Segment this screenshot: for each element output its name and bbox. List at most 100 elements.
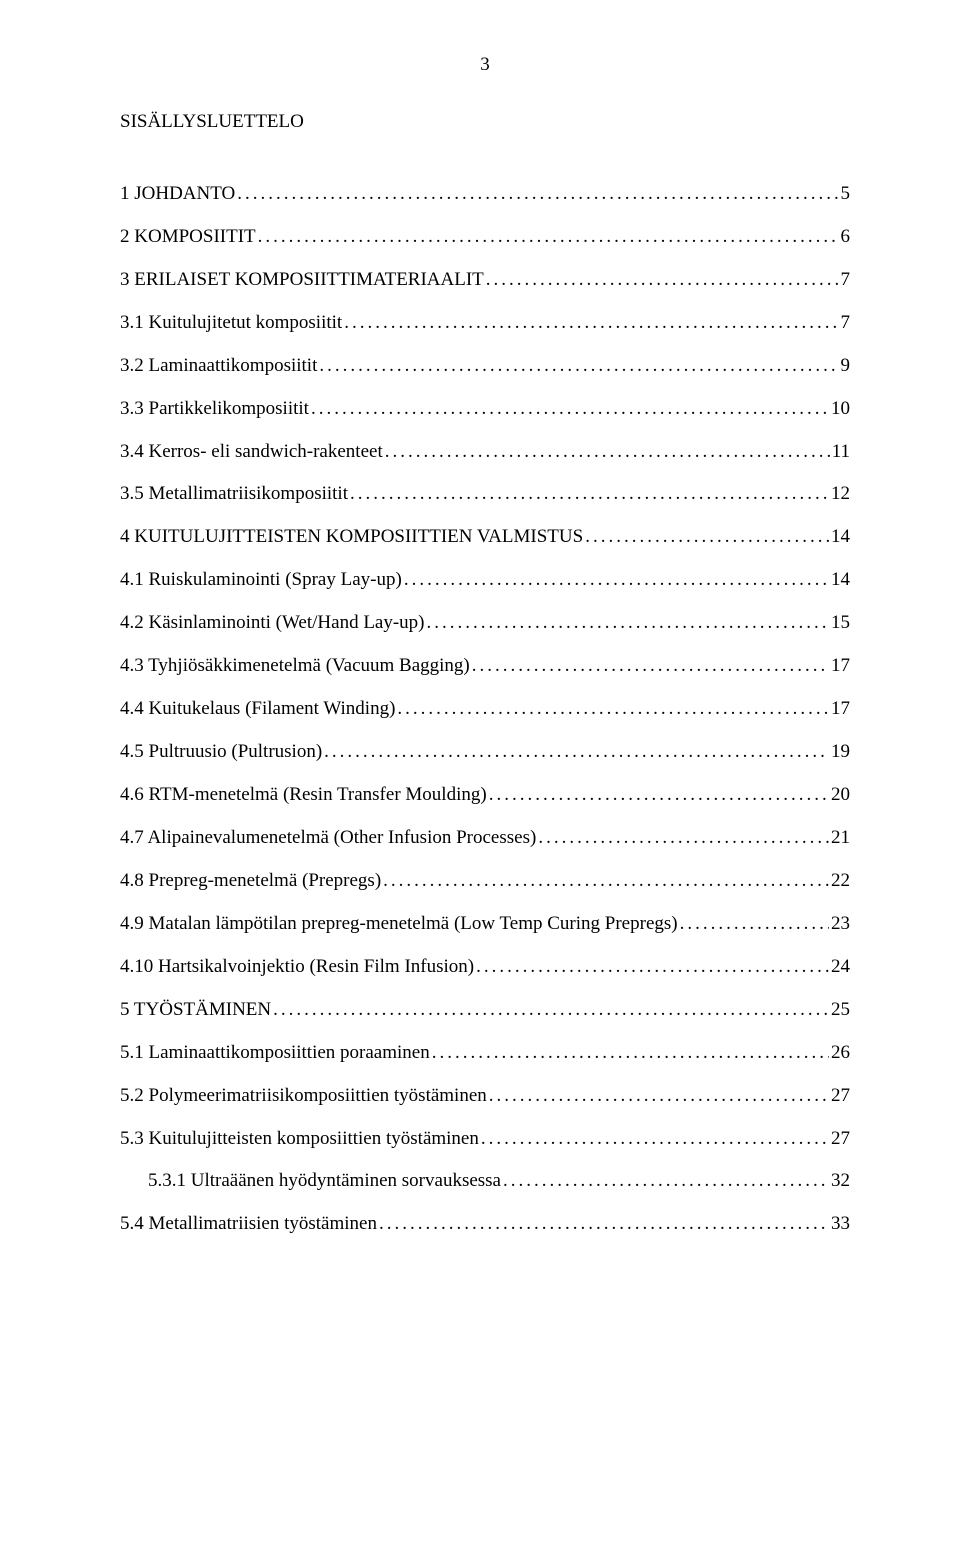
toc-leader	[324, 737, 829, 766]
toc-entry-label: 4.7 Alipainevalumenetelmä (Other Infusio…	[120, 823, 536, 852]
toc-entry: 4.4 Kuitukelaus (Filament Winding) 17	[120, 694, 850, 723]
toc-leader	[489, 780, 829, 809]
toc-entry-page: 32	[831, 1166, 850, 1195]
toc-entry: 3.1 Kuitulujitetut komposiitit 7	[120, 308, 850, 337]
page-number: 3	[120, 50, 850, 79]
toc-entry-label: 5.3.1 Ultraäänen hyödyntäminen sorvaukse…	[148, 1166, 501, 1195]
toc-entry: 4.9 Matalan lämpötilan prepreg-menetelmä…	[120, 909, 850, 938]
toc-entry: 4.7 Alipainevalumenetelmä (Other Infusio…	[120, 823, 850, 852]
toc-entry-page: 12	[831, 479, 850, 508]
toc-entry-label: 4.1 Ruiskulaminointi (Spray Lay-up)	[120, 565, 402, 594]
toc-entry: 1 JOHDANTO 5	[120, 179, 850, 208]
toc-entry-label: 4.3 Tyhjiösäkkimenetelmä (Vacuum Bagging…	[120, 651, 470, 680]
toc-entry: 2 KOMPOSIITIT 6	[120, 222, 850, 251]
toc-leader	[476, 952, 829, 981]
toc-entry-page: 33	[831, 1209, 850, 1238]
toc-leader	[258, 222, 839, 251]
toc-leader	[503, 1166, 829, 1195]
toc-leader	[481, 1124, 829, 1153]
toc-entry-label: 3.3 Partikkelikomposiitit	[120, 394, 309, 423]
toc-entry: 4.3 Tyhjiösäkkimenetelmä (Vacuum Bagging…	[120, 651, 850, 680]
toc-leader	[311, 394, 829, 423]
toc-entry-page: 6	[841, 222, 851, 251]
toc-entry: 5.2 Polymeerimatriisikomposiittien työst…	[120, 1081, 850, 1110]
toc-leader	[472, 651, 829, 680]
toc-entry-page: 7	[841, 265, 851, 294]
toc-entry-page: 5	[841, 179, 851, 208]
toc-entry: 5.3.1 Ultraäänen hyödyntäminen sorvaukse…	[120, 1166, 850, 1195]
toc-entry-page: 24	[831, 952, 850, 981]
toc-entry-label: 2 KOMPOSIITIT	[120, 222, 256, 251]
toc-leader	[385, 437, 830, 466]
toc-entry-label: 5.3 Kuitulujitteisten komposiittien työs…	[120, 1124, 479, 1153]
toc-entry-label: 1 JOHDANTO	[120, 179, 235, 208]
toc-entry-label: 4.5 Pultruusio (Pultrusion)	[120, 737, 322, 766]
toc-entry-page: 14	[831, 565, 850, 594]
toc-entry-label: 5.1 Laminaattikomposiittien poraaminen	[120, 1038, 430, 1067]
toc-entry: 4.2 Käsinlaminointi (Wet/Hand Lay-up) 15	[120, 608, 850, 637]
toc-entry-label: 4.2 Käsinlaminointi (Wet/Hand Lay-up)	[120, 608, 425, 637]
toc-title: SISÄLLYSLUETTELO	[120, 107, 850, 136]
toc-leader	[404, 565, 829, 594]
toc-entry-page: 17	[831, 694, 850, 723]
toc-entry-page: 27	[831, 1081, 850, 1110]
toc-entry-page: 19	[831, 737, 850, 766]
toc-entry: 4.1 Ruiskulaminointi (Spray Lay-up) 14	[120, 565, 850, 594]
toc-entry-page: 22	[831, 866, 850, 895]
toc-leader	[237, 179, 838, 208]
toc-entry-label: 4.4 Kuitukelaus (Filament Winding)	[120, 694, 395, 723]
toc-entry-label: 3.2 Laminaattikomposiitit	[120, 351, 317, 380]
toc-leader	[344, 308, 838, 337]
toc-entry-page: 7	[841, 308, 851, 337]
table-of-contents: 1 JOHDANTO 5 2 KOMPOSIITIT 6 3 ERILAISET KOM…	[120, 179, 850, 1239]
toc-entry-page: 26	[831, 1038, 850, 1067]
toc-entry: 4.5 Pultruusio (Pultrusion) 19	[120, 737, 850, 766]
toc-entry: 5.3 Kuitulujitteisten komposiittien työs…	[120, 1124, 850, 1153]
toc-entry-page: 23	[831, 909, 850, 938]
toc-leader	[397, 694, 829, 723]
toc-entry-page: 20	[831, 780, 850, 809]
toc-entry: 5.4 Metallimatriisien työstäminen 33	[120, 1209, 850, 1238]
toc-leader	[489, 1081, 829, 1110]
toc-entry-label: 4.9 Matalan lämpötilan prepreg-menetelmä…	[120, 909, 678, 938]
toc-entry: 4 KUITULUJITTEISTEN KOMPOSIITTIEN VALMIS…	[120, 522, 850, 551]
toc-entry-page: 10	[831, 394, 850, 423]
toc-leader	[680, 909, 829, 938]
toc-leader	[432, 1038, 829, 1067]
toc-entry-label: 5.2 Polymeerimatriisikomposiittien työst…	[120, 1081, 487, 1110]
toc-entry: 3.2 Laminaattikomposiitit 9	[120, 351, 850, 380]
toc-entry-label: 3.5 Metallimatriisikomposiitit	[120, 479, 348, 508]
toc-leader	[379, 1209, 829, 1238]
toc-leader	[273, 995, 829, 1024]
toc-entry-label: 4 KUITULUJITTEISTEN KOMPOSIITTIEN VALMIS…	[120, 522, 583, 551]
toc-entry: 5 TYÖSTÄMINEN 25	[120, 995, 850, 1024]
toc-entry-label: 3.4 Kerros- eli sandwich-rakenteet	[120, 437, 383, 466]
toc-entry-label: 5.4 Metallimatriisien työstäminen	[120, 1209, 377, 1238]
toc-entry-page: 11	[832, 437, 850, 466]
toc-leader	[486, 265, 839, 294]
toc-entry-page: 25	[831, 995, 850, 1024]
toc-entry: 3 ERILAISET KOMPOSIITTIMATERIAALIT 7	[120, 265, 850, 294]
toc-entry: 4.8 Prepreg-menetelmä (Prepregs) 22	[120, 866, 850, 895]
toc-leader	[383, 866, 829, 895]
toc-entry: 4.6 RTM-menetelmä (Resin Transfer Mouldi…	[120, 780, 850, 809]
toc-entry-label: 3 ERILAISET KOMPOSIITTIMATERIAALIT	[120, 265, 484, 294]
toc-entry-label: 4.6 RTM-menetelmä (Resin Transfer Mouldi…	[120, 780, 487, 809]
toc-entry-label: 3.1 Kuitulujitetut komposiitit	[120, 308, 342, 337]
toc-entry-page: 21	[831, 823, 850, 852]
toc-entry-label: 4.8 Prepreg-menetelmä (Prepregs)	[120, 866, 381, 895]
toc-entry-page: 17	[831, 651, 850, 680]
toc-entry: 4.10 Hartsikalvoinjektio (Resin Film Inf…	[120, 952, 850, 981]
toc-leader	[319, 351, 838, 380]
toc-leader	[585, 522, 829, 551]
toc-leader	[427, 608, 829, 637]
toc-entry-label: 5 TYÖSTÄMINEN	[120, 995, 271, 1024]
toc-entry-page: 9	[841, 351, 851, 380]
toc-entry-page: 14	[831, 522, 850, 551]
toc-entry-page: 27	[831, 1124, 850, 1153]
toc-entry-page: 15	[831, 608, 850, 637]
toc-entry: 3.4 Kerros- eli sandwich-rakenteet 11	[120, 437, 850, 466]
toc-entry: 3.3 Partikkelikomposiitit 10	[120, 394, 850, 423]
toc-entry-label: 4.10 Hartsikalvoinjektio (Resin Film Inf…	[120, 952, 474, 981]
toc-entry: 3.5 Metallimatriisikomposiitit 12	[120, 479, 850, 508]
